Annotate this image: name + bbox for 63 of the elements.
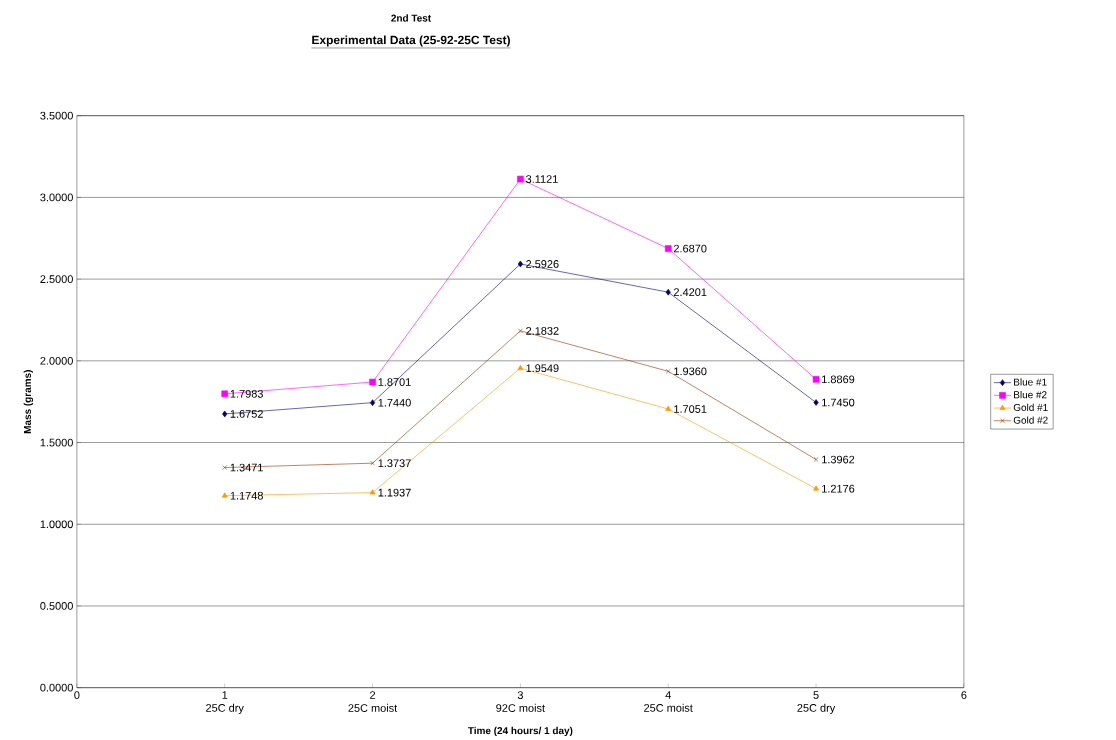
data-label: 1.2176 xyxy=(822,484,855,493)
x-tick-label: 1 25C dry xyxy=(206,691,244,714)
point xyxy=(664,245,672,252)
point xyxy=(813,485,819,491)
x-tick-label: 2 25C moist xyxy=(348,691,398,712)
data-label: 1.7440 xyxy=(378,398,411,407)
y-tick-label: 1.5000 xyxy=(40,438,73,447)
data-label: 1.8869 xyxy=(822,375,855,384)
point xyxy=(221,492,228,498)
point xyxy=(665,288,671,296)
x-tick-label: 6 xyxy=(961,691,967,699)
data-label: 2.4201 xyxy=(673,288,707,297)
y-axis-title: Mass (grams) xyxy=(23,370,33,434)
legend-label: Blue #1 xyxy=(1014,378,1047,386)
data-label: 1.7983 xyxy=(230,389,263,398)
x-tick-label: 5 25C dry xyxy=(797,691,836,714)
point xyxy=(369,489,376,495)
data-label: 1.3737 xyxy=(378,459,411,468)
chart-title: 2nd Test xyxy=(391,14,432,22)
y-tick-label: 0.0000 xyxy=(40,683,73,692)
data-label: 1.6752 xyxy=(230,410,263,418)
chart-subtitle: Experimental Data (25-92-25C Test) xyxy=(312,35,510,47)
point xyxy=(813,399,819,406)
point xyxy=(813,457,819,462)
data-label: 2.5926 xyxy=(526,260,559,268)
x-tick-label: 0 xyxy=(74,691,80,699)
legend-label: Gold #2 xyxy=(1013,416,1048,424)
y-tick-label: 3.0000 xyxy=(40,193,73,202)
point xyxy=(517,260,523,268)
point xyxy=(370,399,376,406)
data-label: 1.3471 xyxy=(230,463,263,472)
point xyxy=(221,390,229,398)
data-label: 1.7450 xyxy=(822,398,855,407)
x-tick-label: 4 25C moist xyxy=(644,691,693,712)
data-label: 1.1748 xyxy=(230,491,263,500)
point xyxy=(222,410,228,418)
point xyxy=(517,175,524,183)
point xyxy=(370,460,375,466)
point xyxy=(517,364,524,370)
x-tick-label: 3 92C moist xyxy=(496,691,545,712)
y-tick-label: 2.5000 xyxy=(40,275,73,283)
legend-label: Blue #2 xyxy=(1014,390,1047,399)
point xyxy=(369,378,376,386)
point xyxy=(665,405,672,411)
data-label: 2.6870 xyxy=(673,244,707,253)
data-label: 1.9360 xyxy=(674,367,707,376)
data-label: 1.8701 xyxy=(378,378,411,386)
point xyxy=(222,465,228,470)
data-label: 3.1121 xyxy=(526,175,558,183)
data-label: 1.1937 xyxy=(378,488,411,497)
point xyxy=(665,368,671,374)
y-tick-label: 0.5000 xyxy=(40,602,73,610)
y-tick-label: 3.5000 xyxy=(40,111,73,120)
y-tick-label: 1.0000 xyxy=(40,520,73,529)
point xyxy=(517,328,523,334)
x-axis-title: Time (24 hours/ 1 day) xyxy=(467,726,573,737)
data-label: 1.9549 xyxy=(526,364,559,373)
data-label: 2.1832 xyxy=(526,327,559,335)
point xyxy=(812,376,820,383)
data-label: 1.3962 xyxy=(822,455,855,464)
y-tick-label: 2.0000 xyxy=(40,356,73,365)
data-label: 1.7051 xyxy=(674,405,707,413)
legend-label: Gold #1 xyxy=(1013,403,1048,411)
